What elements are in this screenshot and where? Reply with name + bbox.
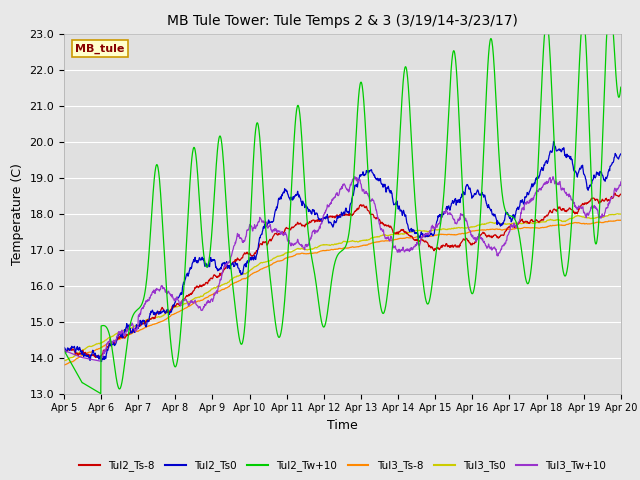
Tul3_Ts0 xyxy=(60,358,68,363)
Tul2_Ts0 xyxy=(297,196,305,202)
Title: MB Tule Tower: Tule Temps 2 & 3 (3/19/14-3/23/17): MB Tule Tower: Tule Temps 2 & 3 (3/19/14… xyxy=(167,14,518,28)
Tul2_Ts0 xyxy=(104,348,111,353)
Tul3_Ts-8 xyxy=(614,217,622,223)
Tul2_Ts-8 xyxy=(611,190,619,196)
Tul2_Tw+10 xyxy=(378,306,385,312)
Tul2_Ts-8 xyxy=(297,220,305,226)
Line: Tul3_Tw+10: Tul3_Tw+10 xyxy=(64,177,621,361)
Tul2_Ts0 xyxy=(318,218,326,224)
Tul2_Ts0 xyxy=(550,139,557,144)
Line: Tul2_Tw+10: Tul2_Tw+10 xyxy=(64,2,621,394)
Tul3_Ts0 xyxy=(378,233,385,239)
Tul2_Tw+10 xyxy=(318,321,326,327)
Tul2_Tw+10 xyxy=(97,391,104,396)
Tul2_Ts0 xyxy=(308,209,316,215)
Tul3_Tw+10 xyxy=(308,229,316,235)
Legend: Tul2_Ts-8, Tul2_Ts0, Tul2_Tw+10, Tul3_Ts-8, Tul3_Ts0, Tul3_Tw+10: Tul2_Ts-8, Tul2_Ts0, Tul2_Tw+10, Tul3_Ts… xyxy=(75,456,610,476)
Tul2_Ts0 xyxy=(126,325,134,331)
Tul3_Ts0 xyxy=(614,211,621,216)
Text: MB_tule: MB_tule xyxy=(75,44,125,54)
Tul2_Tw+10 xyxy=(104,326,111,332)
Line: Tul2_Ts-8: Tul2_Ts-8 xyxy=(64,193,621,358)
Tul3_Ts-8 xyxy=(103,341,111,347)
Tul3_Ts-8 xyxy=(318,248,326,254)
Tul3_Ts-8 xyxy=(308,251,316,256)
Tul3_Ts0 xyxy=(308,246,316,252)
Tul2_Ts-8 xyxy=(104,344,111,350)
Tul2_Tw+10 xyxy=(60,348,68,353)
Tul3_Ts0 xyxy=(104,336,111,342)
Tul3_Ts0 xyxy=(617,211,625,217)
Tul2_Ts-8 xyxy=(318,217,326,223)
Tul2_Tw+10 xyxy=(617,84,625,90)
Tul2_Ts-8 xyxy=(617,191,625,197)
X-axis label: Time: Time xyxy=(327,419,358,432)
Tul3_Ts-8 xyxy=(377,238,385,244)
Tul3_Tw+10 xyxy=(297,242,305,248)
Tul2_Tw+10 xyxy=(308,257,316,263)
Tul3_Tw+10 xyxy=(126,322,134,327)
Tul3_Tw+10 xyxy=(617,179,625,185)
Tul2_Ts0 xyxy=(378,180,385,186)
Tul3_Ts0 xyxy=(61,358,68,363)
Tul2_Ts-8 xyxy=(60,347,68,352)
Tul3_Tw+10 xyxy=(318,217,326,223)
Tul3_Ts0 xyxy=(126,325,134,331)
Tul2_Ts0 xyxy=(60,345,68,351)
Tul2_Ts0 xyxy=(98,359,106,364)
Tul2_Tw+10 xyxy=(297,120,305,125)
Tul3_Ts0 xyxy=(318,242,326,248)
Tul2_Ts-8 xyxy=(96,355,104,360)
Tul3_Ts-8 xyxy=(296,251,304,257)
Tul3_Ts-8 xyxy=(126,332,134,337)
Tul2_Ts-8 xyxy=(126,329,134,335)
Tul3_Tw+10 xyxy=(60,348,68,353)
Tul3_Ts-8 xyxy=(60,362,68,368)
Tul2_Ts-8 xyxy=(308,218,316,224)
Line: Tul3_Ts-8: Tul3_Ts-8 xyxy=(64,220,621,365)
Y-axis label: Temperature (C): Temperature (C) xyxy=(11,163,24,264)
Tul2_Tw+10 xyxy=(126,322,134,328)
Tul3_Tw+10 xyxy=(351,174,358,180)
Tul3_Tw+10 xyxy=(378,226,385,232)
Tul2_Ts-8 xyxy=(378,220,385,226)
Tul2_Tw+10 xyxy=(606,0,614,5)
Line: Tul3_Ts0: Tul3_Ts0 xyxy=(64,214,621,360)
Tul3_Ts0 xyxy=(297,246,305,252)
Line: Tul2_Ts0: Tul2_Ts0 xyxy=(64,142,621,361)
Tul3_Ts-8 xyxy=(617,217,625,223)
Tul3_Tw+10 xyxy=(97,358,104,364)
Tul3_Tw+10 xyxy=(104,340,111,346)
Tul2_Ts0 xyxy=(617,151,625,157)
